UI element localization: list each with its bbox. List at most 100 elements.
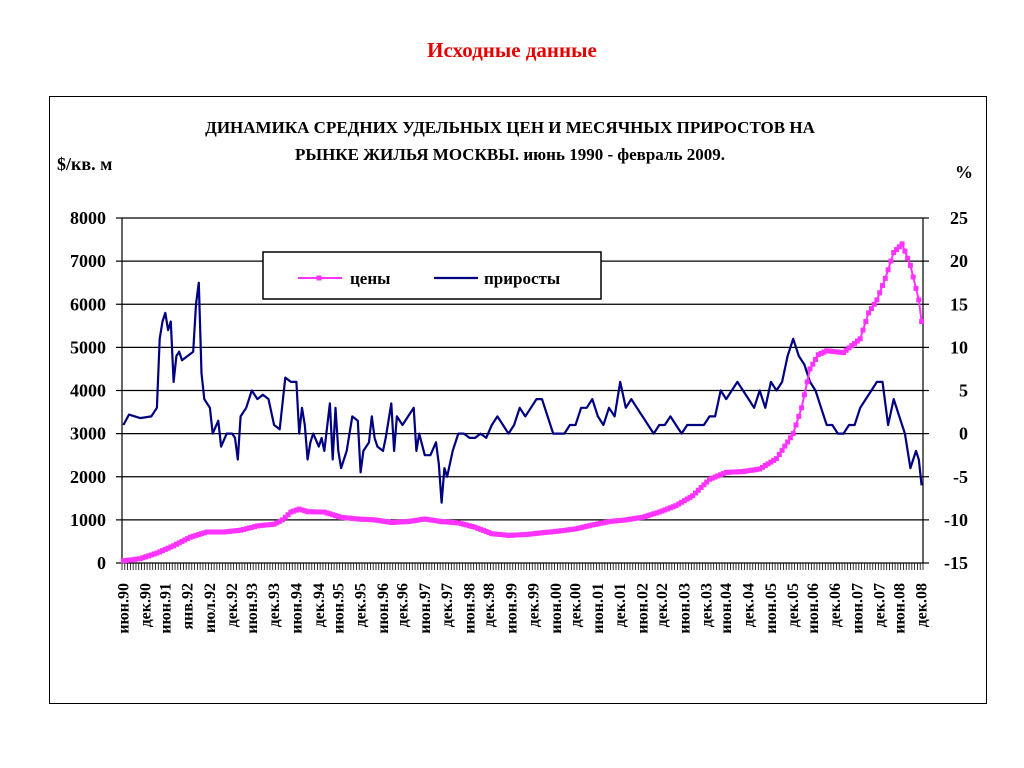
x-tick-label: июн.05 bbox=[763, 583, 780, 634]
price-point bbox=[369, 517, 375, 523]
price-point bbox=[464, 522, 470, 528]
x-tick-label: дек.03 bbox=[699, 583, 716, 627]
right-tick-label: -15 bbox=[944, 553, 968, 573]
price-point bbox=[528, 531, 534, 537]
price-point bbox=[207, 529, 213, 535]
price-point bbox=[193, 532, 199, 538]
price-point bbox=[782, 443, 788, 449]
price-point bbox=[302, 508, 308, 514]
right-tick-label: 15 bbox=[950, 294, 968, 314]
price-point bbox=[243, 526, 249, 532]
price-point bbox=[877, 290, 883, 296]
x-tick-label: дек.00 bbox=[568, 583, 585, 627]
price-point bbox=[804, 379, 810, 385]
price-point bbox=[455, 520, 461, 526]
x-tick-label: дек.05 bbox=[785, 583, 802, 627]
price-point bbox=[573, 526, 578, 532]
price-point bbox=[547, 529, 553, 535]
price-point bbox=[151, 551, 157, 557]
right-tick-label: -10 bbox=[944, 510, 968, 530]
price-point bbox=[746, 468, 752, 474]
price-point bbox=[134, 556, 140, 562]
price-point bbox=[425, 516, 431, 522]
left-tick-label: 4000 bbox=[70, 381, 106, 401]
price-point bbox=[126, 557, 132, 563]
price-point bbox=[667, 505, 673, 511]
price-point bbox=[215, 529, 221, 535]
price-point bbox=[849, 343, 855, 349]
left-tick-label: 5000 bbox=[70, 337, 106, 357]
price-point bbox=[467, 523, 472, 529]
price-point bbox=[556, 528, 562, 534]
price-point bbox=[374, 517, 380, 523]
price-point bbox=[319, 509, 325, 515]
price-point bbox=[581, 524, 587, 530]
price-point bbox=[494, 531, 500, 537]
price-point bbox=[656, 509, 662, 515]
price-point bbox=[500, 532, 506, 538]
price-point bbox=[760, 464, 765, 470]
price-point bbox=[779, 447, 785, 453]
price-point bbox=[720, 471, 726, 477]
price-point bbox=[743, 468, 749, 474]
x-tick-label: дек.98 bbox=[481, 583, 498, 627]
price-point bbox=[450, 520, 456, 525]
price-point bbox=[377, 518, 383, 524]
price-point bbox=[595, 521, 601, 527]
price-point bbox=[252, 524, 258, 530]
price-point bbox=[654, 510, 659, 516]
price-point bbox=[427, 517, 433, 523]
x-tick-label: июн.02 bbox=[635, 583, 652, 634]
price-point bbox=[204, 529, 210, 535]
x-tick-label: дек.04 bbox=[741, 583, 758, 627]
price-point bbox=[338, 514, 344, 520]
price-point bbox=[129, 557, 135, 563]
price-point bbox=[662, 507, 668, 513]
price-point bbox=[531, 531, 537, 537]
price-point bbox=[436, 518, 442, 524]
price-point bbox=[698, 485, 704, 490]
price-point bbox=[503, 532, 509, 538]
price-point bbox=[483, 529, 489, 534]
price-point bbox=[564, 527, 570, 533]
price-point bbox=[810, 361, 816, 367]
price-point bbox=[201, 530, 207, 536]
price-point bbox=[447, 519, 453, 525]
price-point bbox=[525, 531, 531, 537]
price-point bbox=[165, 545, 171, 551]
series-line-growth bbox=[122, 281, 923, 504]
price-point bbox=[768, 459, 774, 465]
x-tick-label: дек.01 bbox=[612, 583, 629, 627]
x-tick-label: дек.06 bbox=[827, 583, 844, 627]
legend-box bbox=[262, 251, 602, 300]
price-point bbox=[360, 516, 366, 522]
price-point bbox=[545, 529, 551, 535]
price-point bbox=[846, 345, 852, 351]
price-point bbox=[296, 506, 302, 512]
right-tick-label: -5 bbox=[953, 467, 968, 487]
price-point bbox=[603, 519, 609, 525]
price-point bbox=[757, 466, 763, 472]
price-point bbox=[866, 310, 872, 316]
price-point bbox=[841, 350, 846, 356]
price-point bbox=[880, 283, 885, 289]
price-point bbox=[559, 528, 565, 534]
price-point bbox=[444, 519, 450, 525]
price-point bbox=[628, 516, 634, 522]
price-point bbox=[344, 515, 350, 521]
price-point bbox=[824, 348, 830, 354]
price-point bbox=[221, 529, 227, 535]
price-point bbox=[882, 275, 888, 281]
price-point bbox=[148, 552, 154, 558]
price-point bbox=[891, 250, 897, 255]
left-tick-label: 0 bbox=[97, 553, 106, 573]
x-tick-label: июн.95 bbox=[330, 583, 347, 634]
price-point bbox=[394, 519, 400, 525]
price-point bbox=[827, 348, 832, 354]
price-point bbox=[330, 512, 336, 518]
x-tick-label: июн.03 bbox=[676, 583, 693, 634]
price-point bbox=[916, 297, 922, 303]
price-point bbox=[227, 528, 232, 534]
price-point bbox=[888, 258, 894, 264]
